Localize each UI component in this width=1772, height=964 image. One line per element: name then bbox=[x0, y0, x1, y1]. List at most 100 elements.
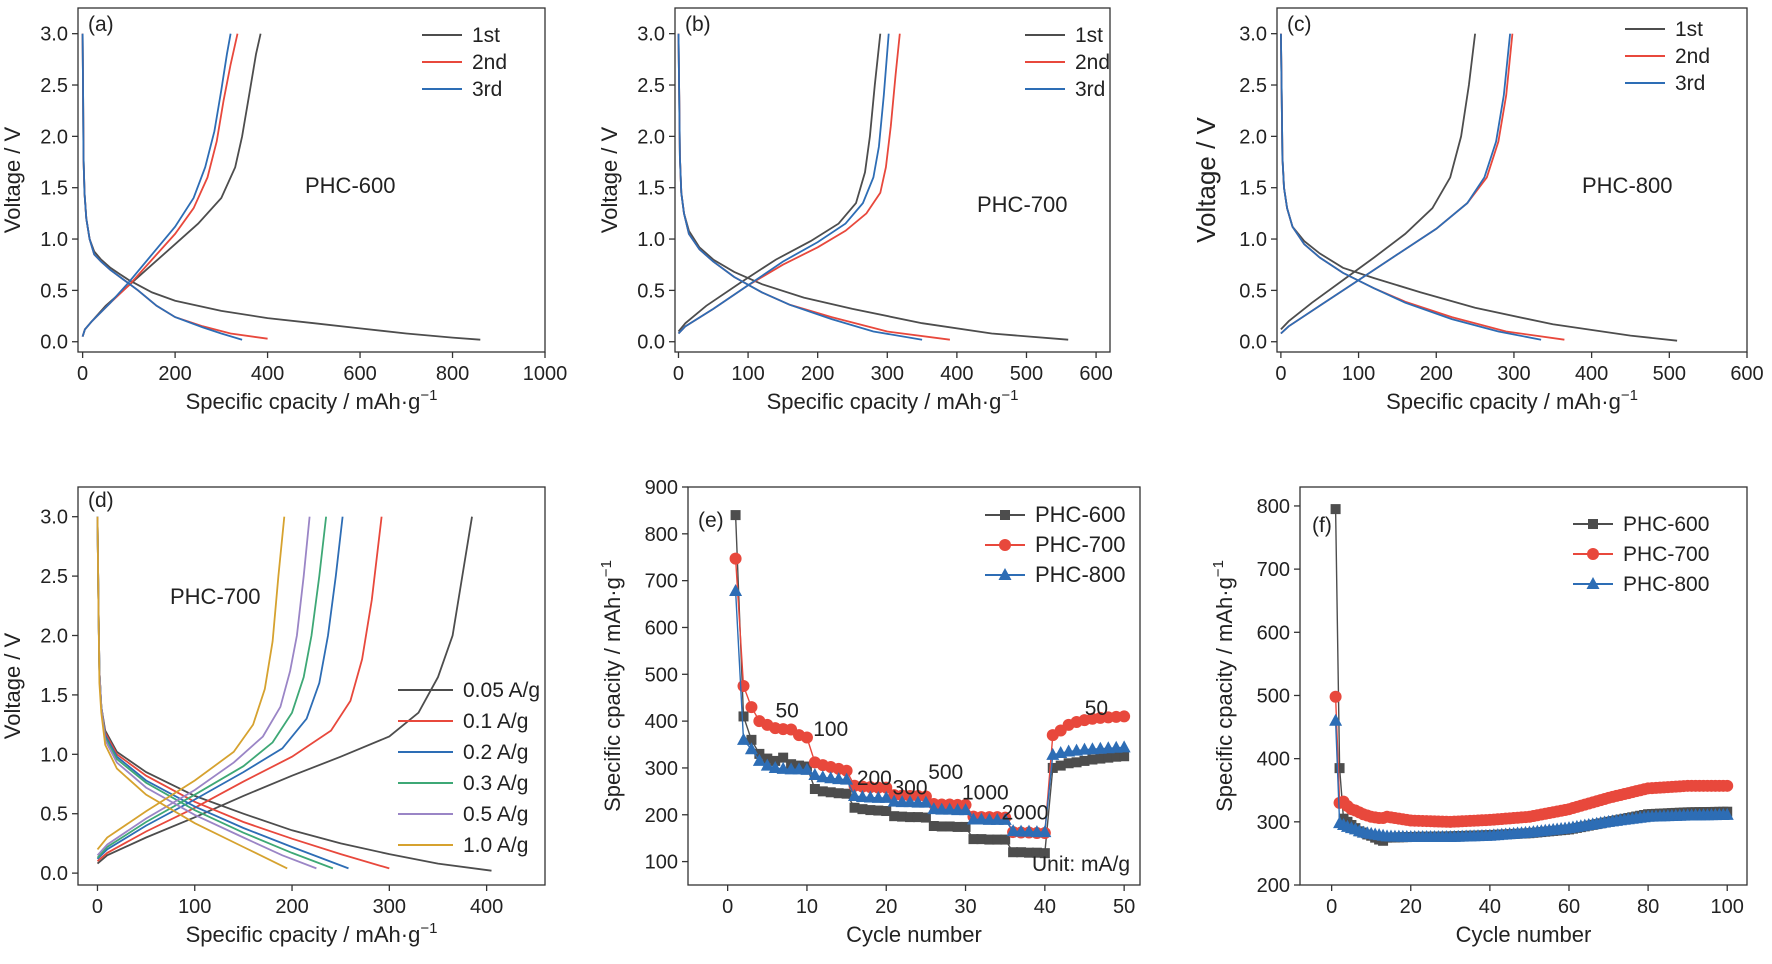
unit-note: Unit: mA/g bbox=[1032, 853, 1130, 876]
legend-label: PHC-600 bbox=[1035, 502, 1125, 527]
y-tick-label: 300 bbox=[645, 758, 678, 780]
legend-marker bbox=[1588, 519, 1598, 529]
data-point bbox=[832, 772, 846, 785]
data-point bbox=[880, 781, 893, 794]
chart-panel-e: 0 10 20 30 40 50100200300400500600700800900Cy… bbox=[598, 477, 1141, 947]
x-axis-label-sup: −1 bbox=[1621, 387, 1638, 404]
discharge-curve bbox=[96, 516, 492, 872]
y-tick-label: 0.0 bbox=[40, 332, 68, 354]
series-1 bbox=[1329, 690, 1734, 828]
x-axis-label-sup: −1 bbox=[1001, 387, 1018, 404]
data-point bbox=[754, 748, 765, 759]
y-tick-label: 0.5 bbox=[40, 280, 68, 302]
data-point bbox=[770, 755, 781, 766]
legend-label: 3rd bbox=[472, 78, 502, 101]
y-tick-label: 1.0 bbox=[40, 229, 68, 251]
chart-panel-f: 0 20 40 60 80 100 200 300 400 500 600 700 800 Cycle n… bbox=[1210, 486, 1748, 947]
legend-label: PHC-700 bbox=[1623, 543, 1709, 566]
legend-label: 0.05 A/g bbox=[463, 679, 540, 702]
data-point bbox=[1022, 824, 1036, 837]
legend: 1st 2nd 3rd bbox=[1025, 24, 1110, 101]
charge-curve bbox=[96, 516, 286, 850]
y-axis-label-sup: −1 bbox=[598, 560, 615, 577]
discharge-curve bbox=[81, 33, 268, 340]
y-tick-label: 900 bbox=[645, 477, 678, 499]
x-axis-label-text: Specific cpacity / mAh·g bbox=[186, 922, 421, 947]
legend-label: PHC-600 bbox=[1623, 513, 1709, 536]
data-point bbox=[1117, 740, 1131, 753]
y-tick-label: 1.5 bbox=[637, 178, 665, 200]
y-tick-label: 300 bbox=[1257, 812, 1290, 834]
y-tick-label: 600 bbox=[1257, 622, 1290, 644]
data-point bbox=[1111, 751, 1122, 762]
series-2 bbox=[96, 516, 349, 870]
x-tick-label: 60 bbox=[1558, 896, 1580, 918]
x-axis-label: Specific cpacity / mAh·g−1 bbox=[186, 920, 438, 947]
y-tick-label: 1.0 bbox=[1239, 229, 1267, 251]
y-axis-label-text: Voltage / V bbox=[0, 126, 25, 233]
y-axis-label: Voltage / V bbox=[0, 632, 25, 739]
data-point bbox=[744, 742, 758, 755]
charge-curve bbox=[677, 33, 890, 335]
x-tick-label: 40 bbox=[1479, 896, 1501, 918]
legend-marker bbox=[999, 539, 1011, 551]
x-tick-label: 400 bbox=[940, 363, 973, 385]
data-point bbox=[889, 811, 900, 822]
plot-frame bbox=[1299, 486, 1748, 886]
panel-label: (b) bbox=[685, 13, 711, 36]
panel-label: (a) bbox=[88, 13, 114, 36]
data-point bbox=[729, 583, 743, 596]
x-axis-label-text: Specific cpacity / mAh·g bbox=[767, 389, 1002, 414]
y-tick-label: 2.0 bbox=[1239, 126, 1267, 148]
legend: 1st 2nd 3rd bbox=[422, 24, 507, 101]
y-tick-label: 1.0 bbox=[40, 744, 68, 766]
data-point bbox=[992, 834, 1003, 845]
data-point bbox=[1031, 847, 1042, 858]
y-tick-label: 0.5 bbox=[1239, 280, 1267, 302]
legend-label: 2nd bbox=[1675, 45, 1710, 68]
x-tick-label: 400 bbox=[470, 896, 503, 918]
data-point bbox=[968, 834, 979, 845]
legend-label: 1st bbox=[1075, 24, 1103, 47]
data-point bbox=[1038, 825, 1052, 838]
x-tick-label: 80 bbox=[1637, 896, 1659, 918]
plot-frame bbox=[674, 7, 1111, 353]
y-tick-label: 800 bbox=[645, 524, 678, 546]
data-point bbox=[737, 732, 751, 745]
charge-curve bbox=[81, 33, 239, 337]
x-tick-label: 20 bbox=[875, 896, 897, 918]
data-point bbox=[800, 731, 813, 744]
x-tick-label: 50 bbox=[1113, 896, 1135, 918]
data-point bbox=[1023, 847, 1034, 858]
x-tick-label: 300 bbox=[871, 363, 904, 385]
y-axis-label: Specific cpacity / mAh·g−1 bbox=[598, 560, 625, 812]
series-1 bbox=[677, 33, 951, 341]
y-tick-label: 1.5 bbox=[1239, 178, 1267, 200]
legend-label: 3rd bbox=[1075, 78, 1105, 101]
sample-annotation: PHC-600 bbox=[305, 173, 395, 198]
data-point bbox=[865, 805, 876, 816]
data-point bbox=[1016, 847, 1027, 858]
series-2 bbox=[1329, 713, 1734, 842]
data-point bbox=[1063, 758, 1074, 769]
series-2 bbox=[81, 33, 243, 341]
rate-label: 500 bbox=[928, 761, 963, 784]
x-tick-label: 1000 bbox=[523, 363, 568, 385]
x-axis-label-text: Cycle number bbox=[1456, 922, 1592, 947]
data-point bbox=[1720, 807, 1734, 820]
data-point bbox=[984, 834, 995, 845]
data-point bbox=[943, 802, 957, 815]
y-tick-label: 1.0 bbox=[637, 229, 665, 251]
data-point bbox=[920, 812, 931, 823]
data-point bbox=[778, 752, 789, 763]
data-point bbox=[1119, 751, 1130, 762]
sample-annotation: PHC-700 bbox=[977, 192, 1067, 217]
x-axis-label-sup: −1 bbox=[420, 387, 437, 404]
x-tick-label: 400 bbox=[1575, 363, 1608, 385]
legend-label: PHC-800 bbox=[1623, 573, 1709, 596]
data-point bbox=[873, 805, 884, 816]
legend-marker bbox=[1586, 577, 1600, 589]
y-tick-label: 2.0 bbox=[637, 126, 665, 148]
data-point bbox=[944, 821, 955, 832]
plot-frame bbox=[1276, 7, 1748, 353]
